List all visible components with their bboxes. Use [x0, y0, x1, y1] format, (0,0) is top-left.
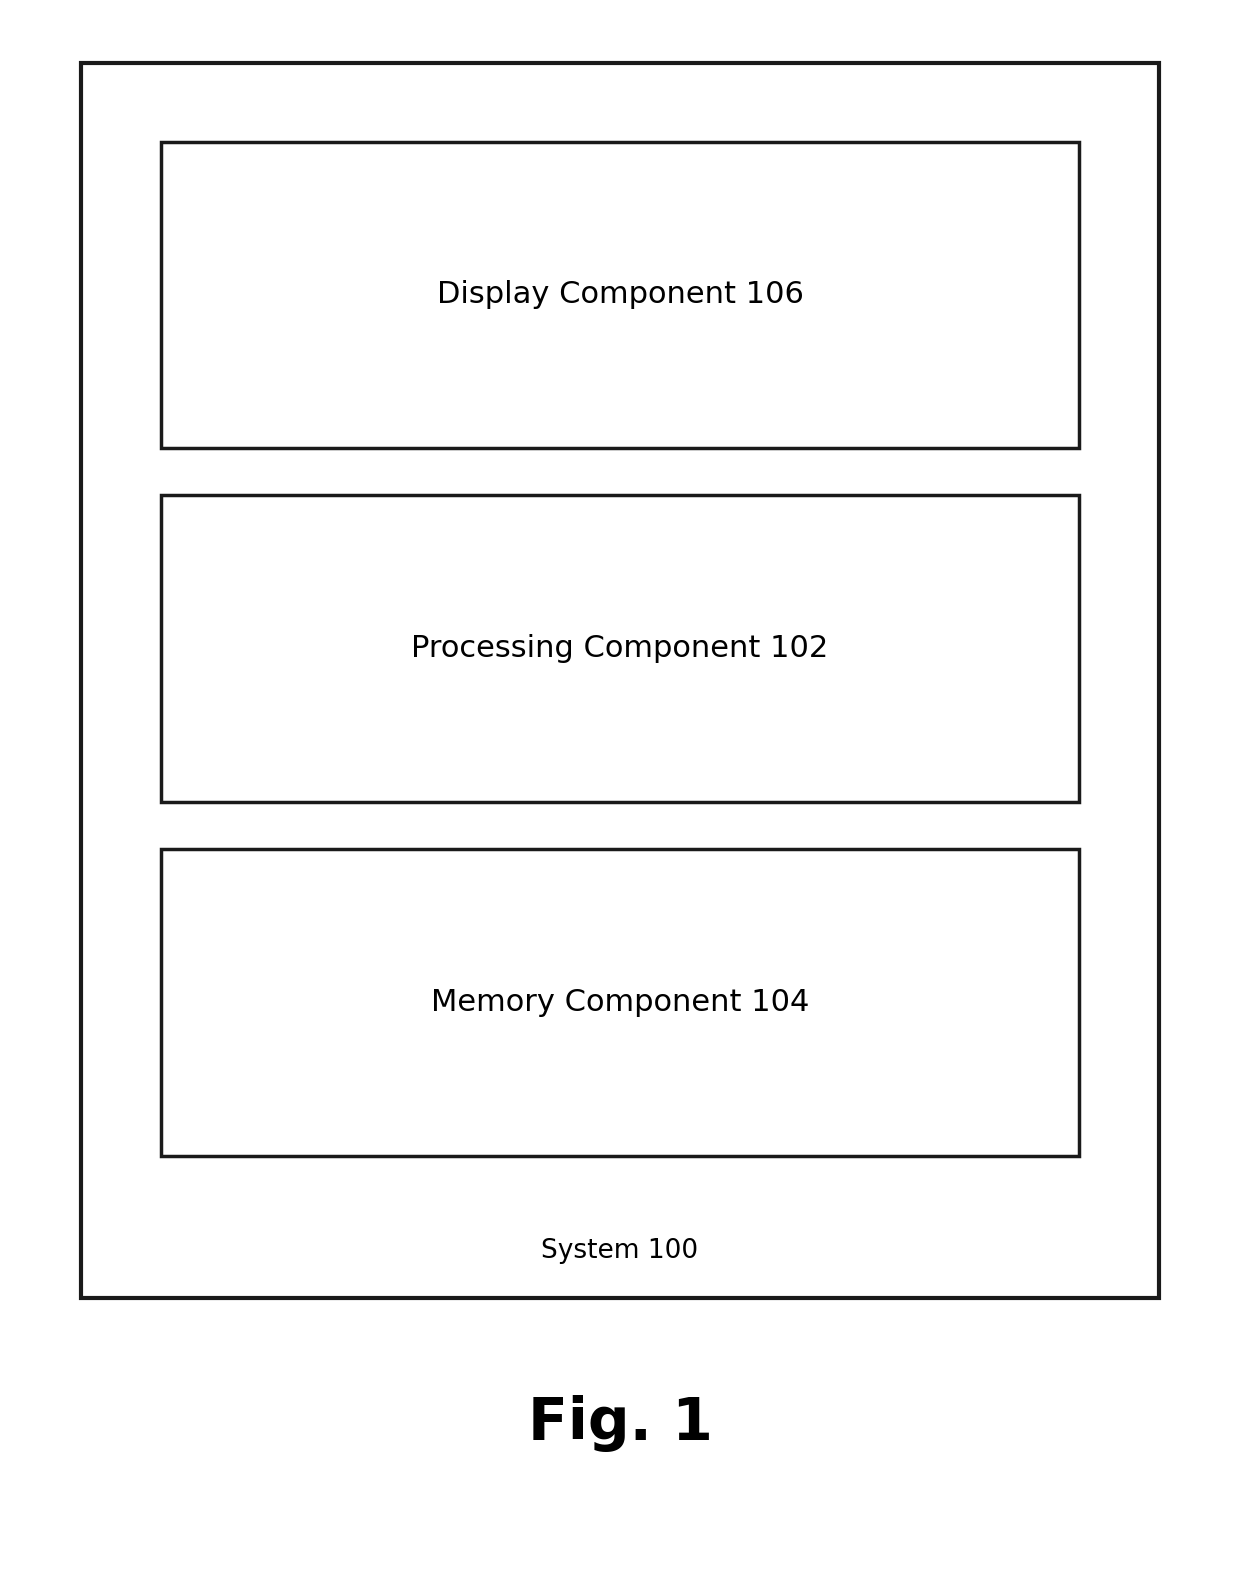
Bar: [161, 849, 1079, 1156]
Text: Memory Component 104: Memory Component 104: [430, 988, 810, 1018]
Bar: [161, 495, 1079, 802]
Text: System 100: System 100: [542, 1238, 698, 1263]
Bar: [161, 142, 1079, 448]
Text: Processing Component 102: Processing Component 102: [412, 634, 828, 664]
Text: Display Component 106: Display Component 106: [436, 280, 804, 310]
Text: Fig. 1: Fig. 1: [527, 1395, 713, 1452]
Bar: [81, 63, 1159, 1298]
